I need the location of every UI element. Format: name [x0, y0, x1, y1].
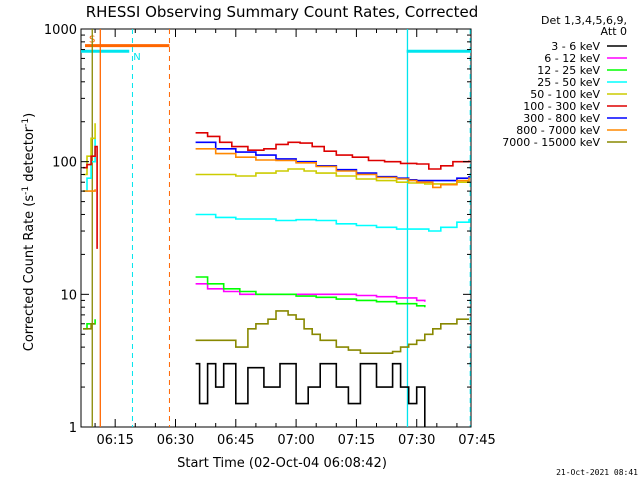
x-tick-label: 07:45	[458, 433, 495, 448]
x-tick-label: 07:15	[338, 433, 375, 448]
x-tick-label: 07:00	[277, 433, 314, 448]
legend-label: 300 - 800 keV	[523, 112, 600, 125]
series-line-6	[195, 132, 470, 170]
series-line-8	[83, 189, 96, 192]
series-line-5	[195, 168, 470, 185]
x-tick-label: 06:45	[217, 433, 254, 448]
x-tick-label: 06:30	[157, 433, 194, 448]
plot-frame	[80, 28, 472, 428]
legend-label: 800 - 7000 keV	[516, 124, 600, 137]
series-line-5	[83, 123, 96, 176]
y-axis-label: Corrected Count Rate (s-1 detector-1)	[21, 113, 37, 351]
series-line-6	[83, 145, 98, 249]
legend-label: 3 - 6 keV	[551, 40, 600, 53]
series-line-9	[83, 323, 96, 330]
x-tick-label: 06:15	[96, 433, 133, 448]
legend-header: Det 1,3,4,5,6,9,	[541, 14, 627, 27]
legend-label: 12 - 25 keV	[537, 64, 600, 77]
legend-label: 25 - 50 keV	[537, 76, 600, 89]
y-tick-label: 10	[60, 288, 77, 303]
x-tick-label: 07:30	[398, 433, 435, 448]
series-line-3	[195, 276, 426, 308]
series-line-7	[195, 141, 470, 182]
footer-date: 21-Oct-2021 08:41	[556, 468, 638, 477]
y-tick-label: 100	[52, 156, 77, 171]
legend-header: Att 0	[601, 25, 627, 38]
y-tick-label: 1	[69, 421, 77, 436]
series-line-1	[195, 362, 426, 427]
legend-label: 6 - 12 keV	[544, 52, 600, 65]
series-line-4	[195, 213, 470, 232]
series-line-8	[195, 148, 470, 189]
series-line-2	[195, 283, 426, 302]
legend-label: 50 - 100 keV	[530, 88, 600, 101]
x-axis-label: Start Time (02-Oct-04 06:08:42)	[177, 456, 387, 471]
y-tick-label: 1000	[44, 23, 77, 38]
series-line-9	[195, 310, 469, 354]
legend-label: 7000 - 15000 keV	[502, 136, 600, 149]
chart-title: RHESSI Observing Summary Count Rates, Co…	[86, 3, 479, 21]
legend-label: 100 - 300 keV	[523, 100, 600, 113]
flag-label: N	[133, 52, 140, 63]
